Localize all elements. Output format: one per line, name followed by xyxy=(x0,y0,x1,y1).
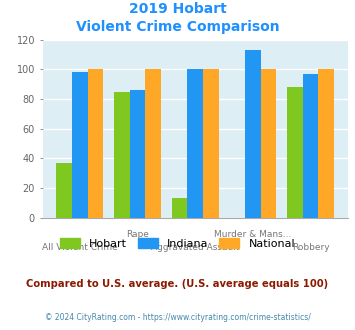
Text: Compared to U.S. average. (U.S. average equals 100): Compared to U.S. average. (U.S. average … xyxy=(26,279,329,289)
Bar xyxy=(187,69,203,218)
Bar xyxy=(303,74,318,218)
Bar xyxy=(245,50,261,218)
Bar xyxy=(72,72,88,218)
Bar xyxy=(130,90,145,218)
Text: Murder & Mans...: Murder & Mans... xyxy=(214,230,292,239)
Text: Robbery: Robbery xyxy=(292,243,329,252)
Bar xyxy=(203,69,219,218)
Bar xyxy=(318,69,334,218)
Legend: Hobart, Indiana, National: Hobart, Indiana, National xyxy=(55,234,300,253)
Text: © 2024 CityRating.com - https://www.cityrating.com/crime-statistics/: © 2024 CityRating.com - https://www.city… xyxy=(45,313,310,322)
Bar xyxy=(287,87,303,218)
Bar xyxy=(56,163,72,218)
Text: Aggravated Assault: Aggravated Assault xyxy=(151,243,240,252)
Bar xyxy=(172,199,187,218)
Text: Violent Crime Comparison: Violent Crime Comparison xyxy=(76,20,279,34)
Text: Rape: Rape xyxy=(126,230,149,239)
Text: All Violent Crime: All Violent Crime xyxy=(42,243,118,252)
Text: 2019 Hobart: 2019 Hobart xyxy=(129,2,226,16)
Bar xyxy=(145,69,161,218)
Bar xyxy=(261,69,276,218)
Bar xyxy=(88,69,103,218)
Bar xyxy=(114,91,130,218)
